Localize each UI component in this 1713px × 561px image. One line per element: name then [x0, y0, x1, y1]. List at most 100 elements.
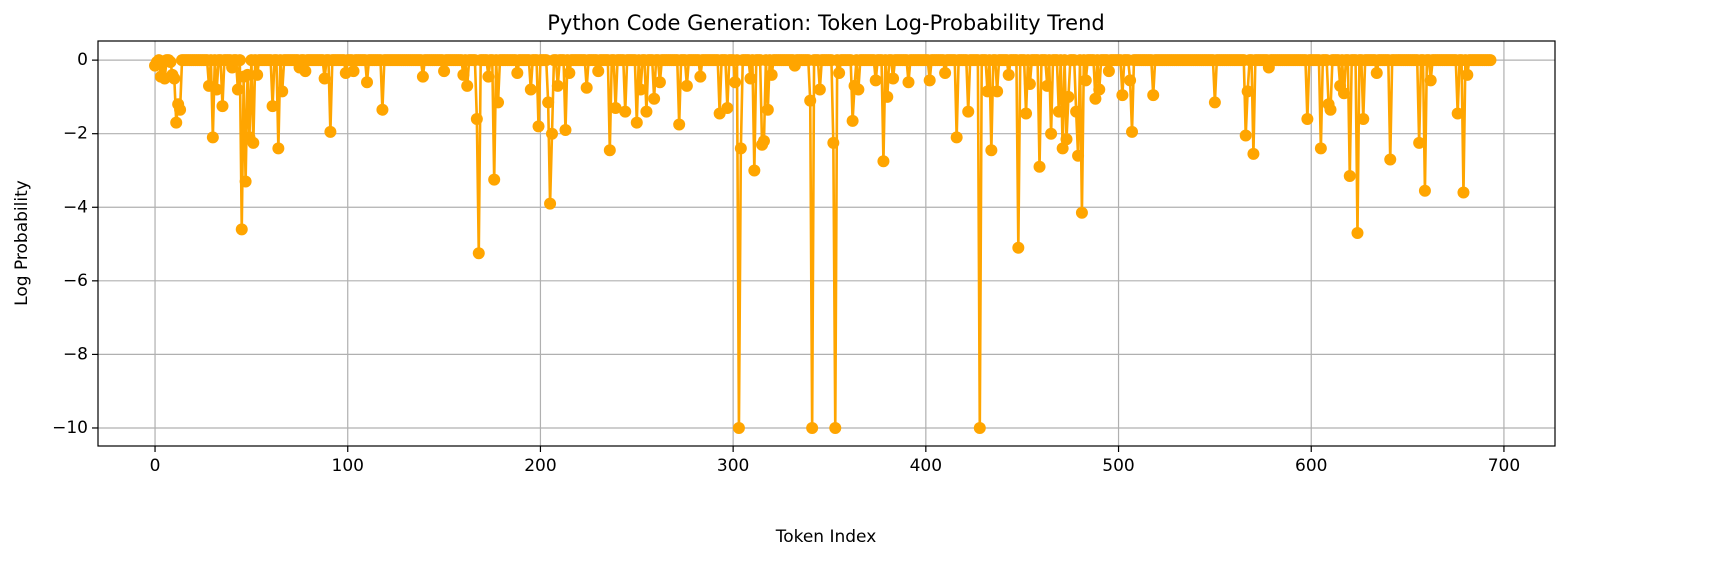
data-point: [1052, 105, 1065, 118]
data-point: [241, 68, 254, 81]
data-point: [653, 76, 666, 89]
data-point: [748, 164, 761, 177]
data-point: [492, 96, 505, 109]
data-point: [680, 79, 693, 92]
data-point: [877, 155, 890, 168]
data-point: [231, 83, 244, 96]
data-point: [1301, 112, 1314, 125]
data-point: [482, 70, 495, 83]
data-point: [609, 101, 622, 114]
data-point: [1424, 74, 1437, 87]
data-point: [973, 421, 986, 434]
plot-frame: [97, 40, 1556, 447]
data-point: [1247, 147, 1260, 160]
data-point: [1241, 85, 1254, 98]
data-point: [1093, 83, 1106, 96]
data-point: [981, 85, 994, 98]
data-point: [804, 94, 817, 107]
x-tick-label: 500: [1102, 456, 1134, 476]
data-point: [1102, 65, 1115, 78]
data-point: [1239, 129, 1252, 142]
data-point: [457, 68, 470, 81]
data-point: [985, 144, 998, 157]
data-point: [1002, 68, 1015, 81]
x-tick-label: 300: [717, 456, 749, 476]
chart-title: Python Code Generation: Token Log-Probab…: [547, 11, 1104, 35]
data-point: [470, 112, 483, 125]
data-point: [757, 135, 770, 148]
y-axis-label: Log Probability: [12, 180, 32, 306]
data-point: [1337, 87, 1350, 100]
data-point: [761, 103, 774, 116]
data-point: [580, 81, 593, 94]
data-point: [247, 136, 260, 149]
data-point: [545, 127, 558, 140]
data-point: [551, 79, 564, 92]
data-point: [233, 54, 246, 67]
data-point: [881, 90, 894, 103]
data-point: [1324, 103, 1337, 116]
data-point: [174, 103, 187, 116]
data-point: [361, 76, 374, 89]
x-tick-label: 400: [910, 456, 942, 476]
data-point: [168, 72, 181, 85]
data-point: [962, 105, 975, 118]
data-point: [813, 83, 826, 96]
data-point: [1484, 54, 1497, 67]
data-point: [640, 105, 653, 118]
data-point: [721, 101, 734, 114]
data-point: [1343, 170, 1356, 182]
x-tick-label: 200: [524, 456, 556, 476]
data-point: [827, 136, 840, 149]
data-point: [461, 79, 474, 92]
data-point: [251, 68, 264, 81]
data-point: [852, 83, 865, 96]
data-point: [239, 175, 252, 188]
data-point: [694, 70, 707, 83]
data-point: [1384, 153, 1397, 166]
data-point: [347, 65, 360, 78]
data-point: [1070, 105, 1083, 118]
data-point: [1147, 89, 1160, 102]
data-point: [1124, 74, 1137, 87]
data-point: [939, 67, 952, 80]
data-point: [1126, 125, 1139, 138]
data-point: [1020, 107, 1033, 120]
data-point: [1351, 227, 1364, 240]
data-point: [272, 142, 285, 155]
data-point: [734, 142, 747, 155]
data-point: [1457, 186, 1470, 199]
data-point: [1056, 142, 1069, 155]
data-point: [1072, 149, 1085, 162]
data-point: [416, 70, 429, 83]
data-point: [1370, 67, 1383, 80]
data-point: [846, 114, 859, 127]
data-point: [887, 72, 900, 85]
data-point: [542, 96, 555, 109]
data-point: [472, 247, 485, 260]
data-point: [170, 116, 183, 129]
data-point: [634, 83, 647, 96]
data-point: [1045, 127, 1058, 140]
data-point: [235, 223, 248, 236]
data-point: [902, 76, 915, 89]
y-tick-label: −6: [63, 271, 88, 291]
x-tick-label: 600: [1295, 456, 1327, 476]
data-point: [318, 72, 331, 85]
data-point: [1041, 79, 1054, 92]
data-point: [630, 116, 643, 129]
data-point: [592, 65, 605, 78]
data-point: [266, 100, 279, 113]
data-point: [1023, 78, 1036, 91]
x-tick-label: 100: [332, 456, 364, 476]
data-point: [563, 67, 576, 80]
data-point: [1451, 107, 1464, 120]
y-tick-label: −2: [63, 124, 88, 144]
data-point: [524, 83, 537, 96]
data-point: [488, 173, 501, 186]
y-tick-label: −4: [63, 197, 88, 217]
data-point: [991, 85, 1004, 98]
data-point: [164, 55, 177, 68]
data-point: [1357, 112, 1370, 125]
